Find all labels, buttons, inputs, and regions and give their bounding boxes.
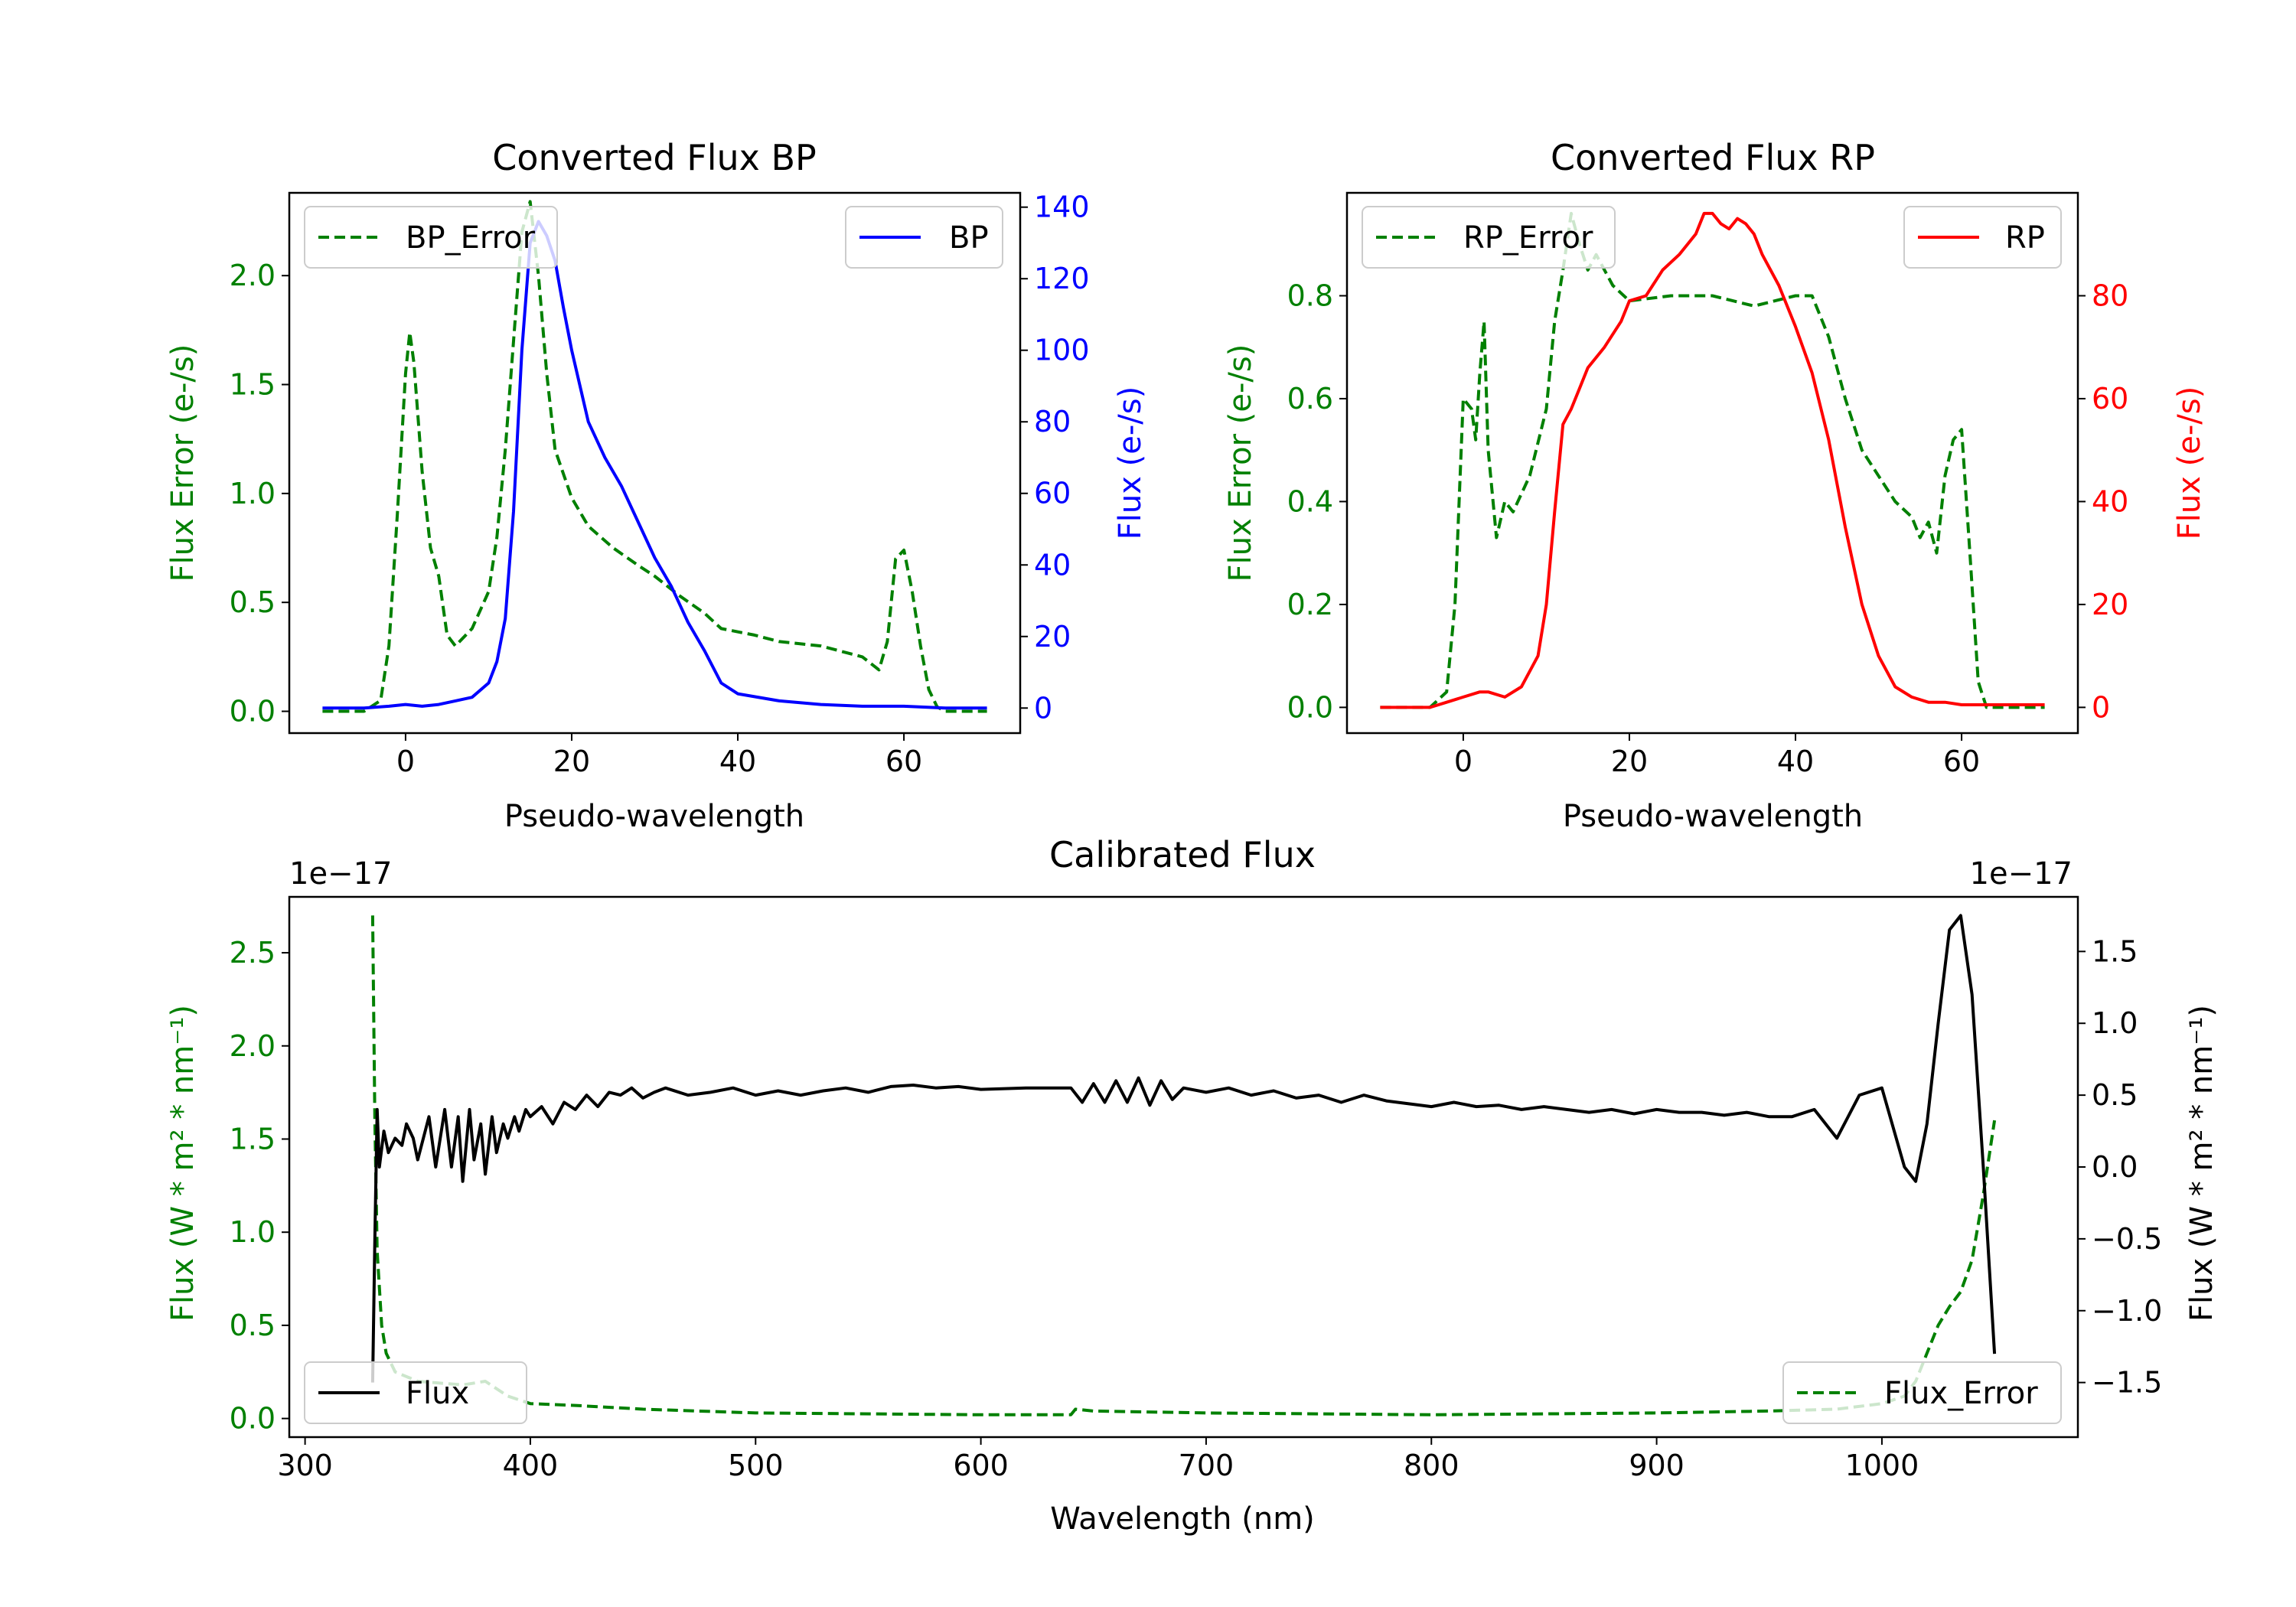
rp-x-tick-label: 40 bbox=[1777, 745, 1814, 778]
rp-legend-left[interactable]: RP_Error bbox=[1362, 206, 1616, 269]
rp-left-y-tick-label: 0.0 bbox=[1287, 690, 1333, 724]
calibrated-left-y-tick-label: 1.5 bbox=[230, 1122, 276, 1156]
calibrated-legend-right-label: Flux_Error bbox=[1884, 1376, 2038, 1411]
bp-right-axis-label: Flux (e-/s) bbox=[1113, 386, 1148, 539]
calibrated-x-tick-label: 1000 bbox=[1845, 1449, 1919, 1482]
rp-right-y-tick-label: 20 bbox=[2092, 588, 2128, 621]
bp-x-tick-label: 20 bbox=[553, 745, 590, 778]
bp-left-axis-label: Flux Error (e-/s) bbox=[165, 344, 201, 582]
calibrated-x-tick-label: 800 bbox=[1404, 1449, 1459, 1482]
calibrated-right-offset-label: 1e−17 bbox=[1970, 856, 2073, 892]
bp-series-bp-error-line bbox=[322, 200, 987, 713]
calibrated-right-y-tick-label: −1.5 bbox=[2092, 1366, 2162, 1400]
rp-left-axis-label: Flux Error (e-/s) bbox=[1223, 344, 1258, 582]
calibrated-left-offset-label: 1e−17 bbox=[289, 856, 392, 892]
bp-legend-left[interactable]: BP_Error bbox=[304, 206, 558, 269]
calibrated-chart-title: Calibrated Flux bbox=[1049, 834, 1316, 875]
rp-series-rp-line bbox=[1380, 211, 2045, 709]
calibrated-legend-right[interactable]: Flux_Error bbox=[1782, 1361, 2062, 1424]
calibrated-left-y-tick-label: 2.0 bbox=[230, 1029, 276, 1063]
calibrated-x-tick-label: 500 bbox=[728, 1449, 784, 1482]
calibrated-chart-panel: Calibrated Flux Wavelength (nm) Flux (W … bbox=[165, 834, 2219, 1537]
calibrated-x-tick-label: 300 bbox=[277, 1449, 333, 1482]
bp-right-y-tick-label: 20 bbox=[1034, 620, 1071, 654]
bp-x-tick-label: 40 bbox=[719, 745, 756, 778]
rp-series-rp-error-line bbox=[1380, 211, 2045, 709]
bp-right-y-tick-label: 140 bbox=[1034, 191, 1090, 224]
rp-left-y-tick-label: 0.6 bbox=[1287, 382, 1333, 416]
rp-chart-title: Converted Flux RP bbox=[1551, 137, 1875, 178]
calibrated-left-y-tick-label: 1.0 bbox=[230, 1215, 276, 1249]
bp-right-y-tick-label: 120 bbox=[1034, 262, 1090, 295]
calibrated-x-tick-label: 600 bbox=[953, 1449, 1009, 1482]
bp-x-tick-label: 60 bbox=[885, 745, 922, 778]
rp-right-axis-label: Flux (e-/s) bbox=[2172, 386, 2207, 539]
bp-chart-panel: Converted Flux BP Pseudo-wavelength Flux… bbox=[165, 137, 1148, 834]
calibrated-legend-left-label: Flux bbox=[406, 1376, 469, 1411]
calibrated-x-tick-label: 400 bbox=[503, 1449, 559, 1482]
calibrated-right-axis-label: Flux (W * m² * nm⁻¹) bbox=[2184, 1005, 2219, 1322]
rp-left-y-tick-label: 0.2 bbox=[1287, 588, 1333, 621]
rp-legend-right[interactable]: RP bbox=[1903, 206, 2062, 269]
bp-left-y-tick-label: 0.5 bbox=[230, 585, 276, 619]
calibrated-right-y-tick-label: 1.0 bbox=[2092, 1006, 2138, 1040]
rp-left-y-tick-label: 0.4 bbox=[1287, 484, 1333, 518]
rp-plot-frame bbox=[1345, 191, 2079, 735]
bp-right-y-tick-label: 100 bbox=[1034, 334, 1090, 367]
rp-right-y-tick-label: 0 bbox=[2092, 690, 2110, 724]
bp-left-y-tick-label: 1.0 bbox=[230, 477, 276, 510]
rp-right-y-tick-label: 40 bbox=[2092, 484, 2128, 518]
bp-legend-right[interactable]: BP bbox=[845, 206, 1003, 269]
calibrated-right-y-tick-label: 0.0 bbox=[2092, 1150, 2138, 1184]
rp-chart-panel: Converted Flux RP Pseudo-wavelength Flux… bbox=[1223, 137, 2207, 834]
calibrated-right-y-tick-label: 1.5 bbox=[2092, 934, 2138, 968]
bp-right-y-tick-label: 60 bbox=[1034, 477, 1071, 510]
calibrated-x-tick-label: 700 bbox=[1179, 1449, 1234, 1482]
calibrated-x-axis-label: Wavelength (nm) bbox=[1050, 1501, 1315, 1537]
bp-right-y-tick-label: 80 bbox=[1034, 405, 1071, 438]
bp-chart-title: Converted Flux BP bbox=[492, 137, 817, 178]
calibrated-left-y-tick-label: 0.5 bbox=[230, 1309, 276, 1342]
bp-left-y-tick-label: 1.5 bbox=[230, 368, 276, 402]
bp-x-tick-label: 0 bbox=[396, 745, 415, 778]
rp-x-axis-label: Pseudo-wavelength bbox=[1563, 799, 1863, 834]
calibrated-left-axis-label: Flux (W * m² * nm⁻¹) bbox=[165, 1005, 201, 1322]
bp-right-y-tick-label: 0 bbox=[1034, 691, 1052, 725]
calibrated-right-y-tick-label: −1.0 bbox=[2092, 1294, 2162, 1328]
rp-x-tick-label: 20 bbox=[1611, 745, 1648, 778]
bp-plot-frame bbox=[288, 191, 1022, 735]
bp-legend-left-label: BP_Error bbox=[406, 220, 536, 256]
bp-left-y-tick-label: 2.0 bbox=[230, 259, 276, 292]
calibrated-legend-left[interactable]: Flux bbox=[304, 1361, 527, 1424]
bp-left-y-tick-label: 0.0 bbox=[230, 695, 276, 729]
bp-legend-right-label: BP bbox=[949, 220, 989, 256]
rp-x-tick-label: 0 bbox=[1454, 745, 1473, 778]
rp-legend-left-label: RP_Error bbox=[1463, 220, 1593, 256]
bp-right-y-tick-label: 40 bbox=[1034, 548, 1071, 582]
rp-right-y-tick-label: 80 bbox=[2092, 279, 2128, 312]
rp-legend-right-label: RP bbox=[2005, 220, 2045, 256]
calibrated-series-flux-line bbox=[370, 914, 1997, 1383]
calibrated-left-y-tick-label: 0.0 bbox=[230, 1402, 276, 1436]
calibrated-left-y-tick-label: 2.5 bbox=[230, 936, 276, 970]
bp-series-bp-line bbox=[322, 220, 987, 710]
rp-right-y-tick-label: 60 bbox=[2092, 382, 2128, 416]
calibrated-right-y-tick-label: −0.5 bbox=[2092, 1222, 2162, 1256]
bp-x-axis-label: Pseudo-wavelength bbox=[504, 799, 804, 834]
calibrated-right-y-tick-label: 0.5 bbox=[2092, 1078, 2138, 1112]
rp-left-y-tick-label: 0.8 bbox=[1287, 279, 1333, 312]
rp-x-tick-label: 60 bbox=[1943, 745, 1980, 778]
calibrated-x-tick-label: 900 bbox=[1629, 1449, 1684, 1482]
